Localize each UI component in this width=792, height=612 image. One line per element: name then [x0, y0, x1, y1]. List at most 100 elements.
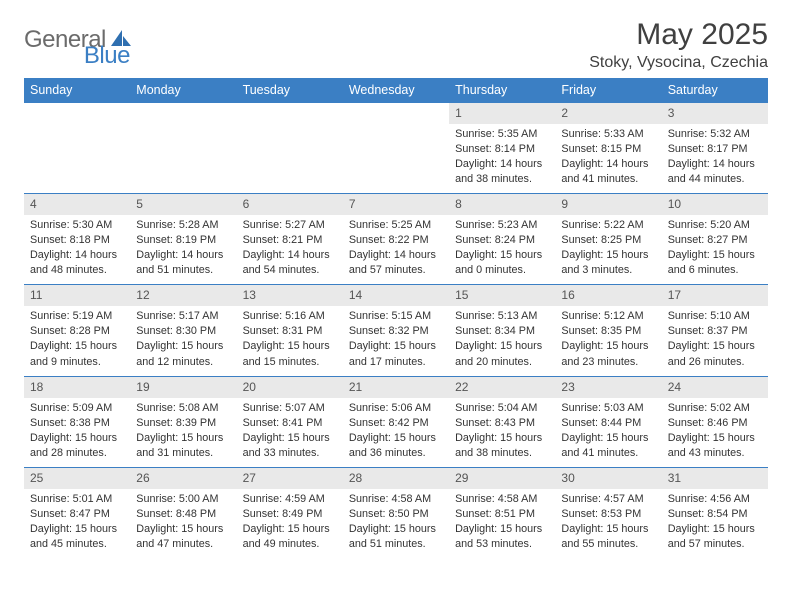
day-detail-cell: Sunrise: 4:58 AMSunset: 8:50 PMDaylight:…: [343, 489, 449, 558]
day-detail-cell: Sunrise: 5:06 AMSunset: 8:42 PMDaylight:…: [343, 398, 449, 468]
location-text: Stoky, Vysocina, Czechia: [589, 54, 768, 72]
daylight-line: Daylight: 15 hours and 43 minutes.: [668, 431, 762, 461]
day-detail-cell: [237, 124, 343, 194]
heading-block: May 2025 Stoky, Vysocina, Czechia: [589, 18, 768, 72]
sunset-line: Sunset: 8:31 PM: [243, 324, 337, 339]
day-number-cell: 27: [237, 467, 343, 488]
day-number-cell: 14: [343, 285, 449, 306]
daylight-line: Daylight: 15 hours and 49 minutes.: [243, 522, 337, 552]
sunrise-line: Sunrise: 5:25 AM: [349, 218, 443, 233]
day-number-cell: 19: [130, 376, 236, 397]
sunrise-line: Sunrise: 5:00 AM: [136, 492, 230, 507]
daylight-line: Daylight: 14 hours and 44 minutes.: [668, 157, 762, 187]
day-detail-cell: Sunrise: 5:15 AMSunset: 8:32 PMDaylight:…: [343, 306, 449, 376]
day-number-cell: 13: [237, 285, 343, 306]
day-number-cell: 6: [237, 194, 343, 215]
brand-logo: General Blue: [24, 26, 158, 54]
weekday-header: Wednesday: [343, 78, 449, 103]
day-detail-cell: Sunrise: 5:13 AMSunset: 8:34 PMDaylight:…: [449, 306, 555, 376]
day-detail-cell: Sunrise: 5:32 AMSunset: 8:17 PMDaylight:…: [662, 124, 768, 194]
daylight-line: Daylight: 15 hours and 17 minutes.: [349, 339, 443, 369]
sunrise-line: Sunrise: 5:17 AM: [136, 309, 230, 324]
weekday-header: Sunday: [24, 78, 130, 103]
day-detail-cell: [130, 124, 236, 194]
sunrise-line: Sunrise: 5:06 AM: [349, 401, 443, 416]
day-number-cell: [237, 103, 343, 124]
sunrise-line: Sunrise: 5:15 AM: [349, 309, 443, 324]
day-detail-cell: Sunrise: 5:07 AMSunset: 8:41 PMDaylight:…: [237, 398, 343, 468]
sunset-line: Sunset: 8:24 PM: [455, 233, 549, 248]
sunrise-line: Sunrise: 5:09 AM: [30, 401, 124, 416]
daylight-line: Daylight: 15 hours and 31 minutes.: [136, 431, 230, 461]
sunrise-line: Sunrise: 5:01 AM: [30, 492, 124, 507]
day-number-cell: 17: [662, 285, 768, 306]
day-detail-cell: Sunrise: 5:12 AMSunset: 8:35 PMDaylight:…: [555, 306, 661, 376]
day-detail-row: Sunrise: 5:01 AMSunset: 8:47 PMDaylight:…: [24, 489, 768, 558]
daylight-line: Daylight: 15 hours and 55 minutes.: [561, 522, 655, 552]
day-detail-row: Sunrise: 5:30 AMSunset: 8:18 PMDaylight:…: [24, 215, 768, 285]
sunset-line: Sunset: 8:48 PM: [136, 507, 230, 522]
sunset-line: Sunset: 8:39 PM: [136, 416, 230, 431]
day-detail-cell: Sunrise: 5:33 AMSunset: 8:15 PMDaylight:…: [555, 124, 661, 194]
day-detail-cell: Sunrise: 5:08 AMSunset: 8:39 PMDaylight:…: [130, 398, 236, 468]
day-number-cell: 15: [449, 285, 555, 306]
sunset-line: Sunset: 8:15 PM: [561, 142, 655, 157]
day-number-cell: 28: [343, 467, 449, 488]
day-number-cell: 22: [449, 376, 555, 397]
daylight-line: Daylight: 15 hours and 57 minutes.: [668, 522, 762, 552]
day-detail-cell: Sunrise: 5:17 AMSunset: 8:30 PMDaylight:…: [130, 306, 236, 376]
day-number-cell: 5: [130, 194, 236, 215]
sunset-line: Sunset: 8:21 PM: [243, 233, 337, 248]
sunset-line: Sunset: 8:30 PM: [136, 324, 230, 339]
sunrise-line: Sunrise: 4:58 AM: [349, 492, 443, 507]
sunset-line: Sunset: 8:46 PM: [668, 416, 762, 431]
sunset-line: Sunset: 8:38 PM: [30, 416, 124, 431]
sunset-line: Sunset: 8:27 PM: [668, 233, 762, 248]
weekday-header-row: SundayMondayTuesdayWednesdayThursdayFrid…: [24, 78, 768, 103]
sunrise-line: Sunrise: 5:03 AM: [561, 401, 655, 416]
day-detail-cell: Sunrise: 5:16 AMSunset: 8:31 PMDaylight:…: [237, 306, 343, 376]
sunset-line: Sunset: 8:19 PM: [136, 233, 230, 248]
day-detail-cell: Sunrise: 5:30 AMSunset: 8:18 PMDaylight:…: [24, 215, 130, 285]
day-detail-cell: Sunrise: 5:27 AMSunset: 8:21 PMDaylight:…: [237, 215, 343, 285]
sunrise-line: Sunrise: 5:07 AM: [243, 401, 337, 416]
daylight-line: Daylight: 15 hours and 51 minutes.: [349, 522, 443, 552]
day-number-cell: 24: [662, 376, 768, 397]
sunset-line: Sunset: 8:34 PM: [455, 324, 549, 339]
daylight-line: Daylight: 15 hours and 0 minutes.: [455, 248, 549, 278]
sunrise-line: Sunrise: 5:27 AM: [243, 218, 337, 233]
day-number-cell: 21: [343, 376, 449, 397]
calendar-page: General Blue May 2025 Stoky, Vysocina, C…: [0, 0, 792, 576]
daylight-line: Daylight: 15 hours and 9 minutes.: [30, 339, 124, 369]
day-number-cell: 11: [24, 285, 130, 306]
daylight-line: Daylight: 15 hours and 23 minutes.: [561, 339, 655, 369]
daylight-line: Daylight: 15 hours and 12 minutes.: [136, 339, 230, 369]
sunrise-line: Sunrise: 5:10 AM: [668, 309, 762, 324]
daylight-line: Daylight: 15 hours and 28 minutes.: [30, 431, 124, 461]
day-number-cell: 18: [24, 376, 130, 397]
daylight-line: Daylight: 14 hours and 48 minutes.: [30, 248, 124, 278]
day-detail-cell: Sunrise: 5:35 AMSunset: 8:14 PMDaylight:…: [449, 124, 555, 194]
day-number-cell: 8: [449, 194, 555, 215]
day-detail-cell: Sunrise: 4:59 AMSunset: 8:49 PMDaylight:…: [237, 489, 343, 558]
day-detail-cell: Sunrise: 4:57 AMSunset: 8:53 PMDaylight:…: [555, 489, 661, 558]
sunset-line: Sunset: 8:51 PM: [455, 507, 549, 522]
sunset-line: Sunset: 8:42 PM: [349, 416, 443, 431]
sunrise-line: Sunrise: 5:30 AM: [30, 218, 124, 233]
day-detail-cell: Sunrise: 4:58 AMSunset: 8:51 PMDaylight:…: [449, 489, 555, 558]
top-bar: General Blue May 2025 Stoky, Vysocina, C…: [24, 18, 768, 72]
sunrise-line: Sunrise: 5:23 AM: [455, 218, 549, 233]
sunrise-line: Sunrise: 5:32 AM: [668, 127, 762, 142]
daylight-line: Daylight: 15 hours and 41 minutes.: [561, 431, 655, 461]
day-number-cell: 26: [130, 467, 236, 488]
day-detail-cell: [343, 124, 449, 194]
sunrise-line: Sunrise: 5:33 AM: [561, 127, 655, 142]
sunset-line: Sunset: 8:49 PM: [243, 507, 337, 522]
day-number-cell: 4: [24, 194, 130, 215]
day-number-cell: 29: [449, 467, 555, 488]
sunset-line: Sunset: 8:44 PM: [561, 416, 655, 431]
daylight-line: Daylight: 14 hours and 51 minutes.: [136, 248, 230, 278]
day-number-row: 25262728293031: [24, 467, 768, 488]
day-detail-cell: Sunrise: 5:25 AMSunset: 8:22 PMDaylight:…: [343, 215, 449, 285]
sunrise-line: Sunrise: 4:58 AM: [455, 492, 549, 507]
